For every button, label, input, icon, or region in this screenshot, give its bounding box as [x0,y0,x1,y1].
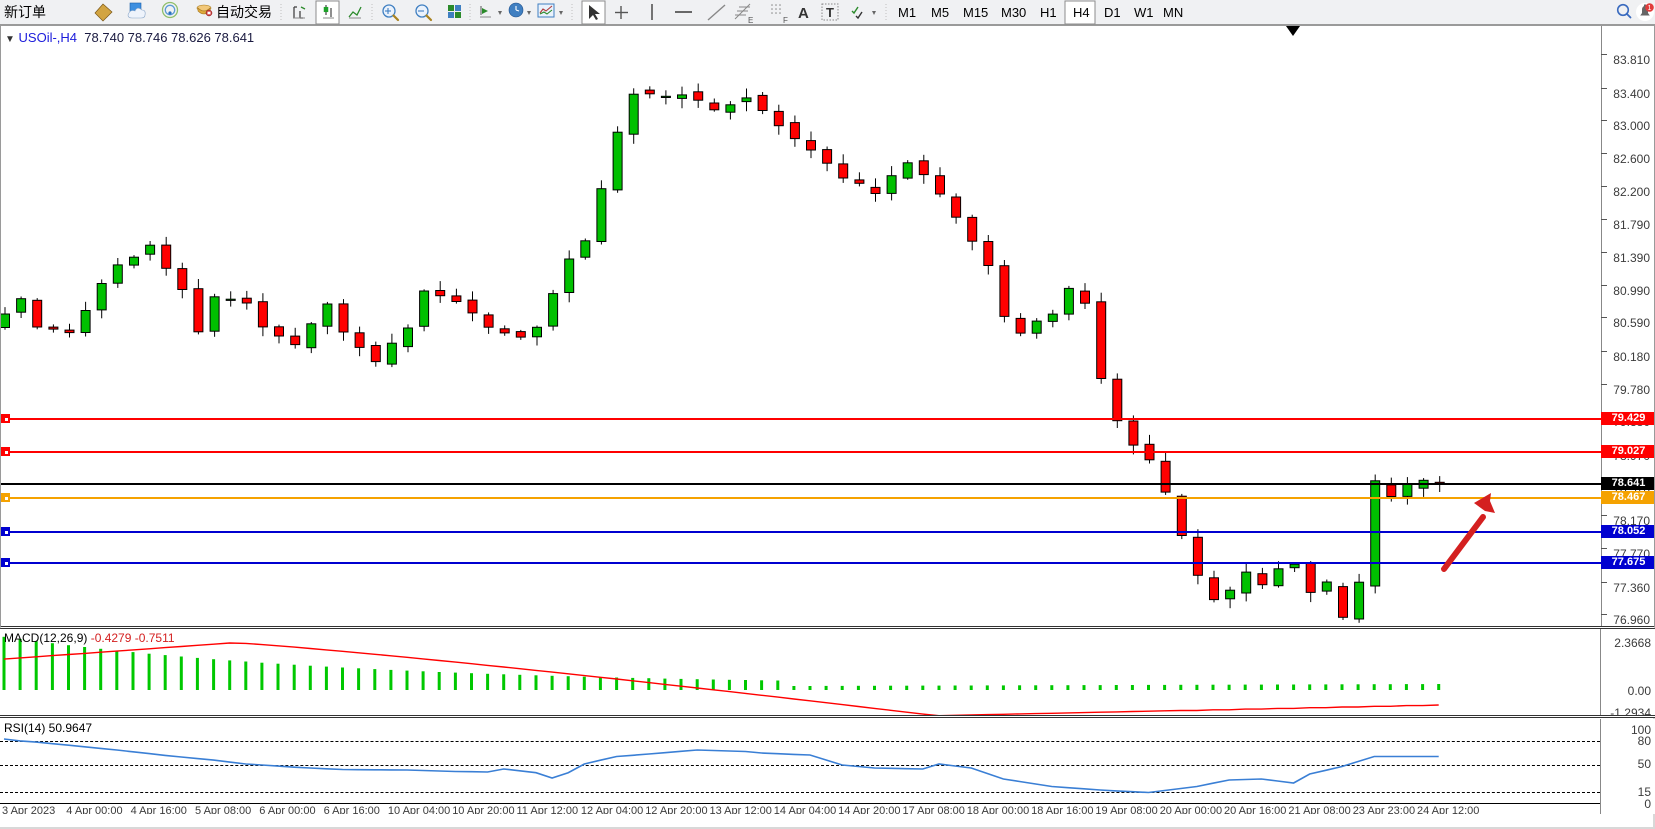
svg-text:F: F [783,16,788,25]
svg-text:W1: W1 [1134,5,1154,20]
svg-text:MN: MN [1163,5,1183,20]
svg-text:自动交易: 自动交易 [216,4,272,20]
svg-text:H4: H4 [1073,5,1090,20]
svg-text:A: A [798,5,809,22]
svg-text:D1: D1 [1104,5,1121,20]
svg-text:1: 1 [1648,5,1652,12]
svg-text:M5: M5 [931,5,949,20]
svg-text:T: T [826,5,834,20]
svg-text:E: E [748,16,753,25]
svg-text:新订单: 新订单 [4,4,46,20]
svg-text:M1: M1 [898,5,916,20]
svg-text:H1: H1 [1040,5,1057,20]
svg-text:M15: M15 [963,5,988,20]
svg-text:M30: M30 [1001,5,1026,20]
